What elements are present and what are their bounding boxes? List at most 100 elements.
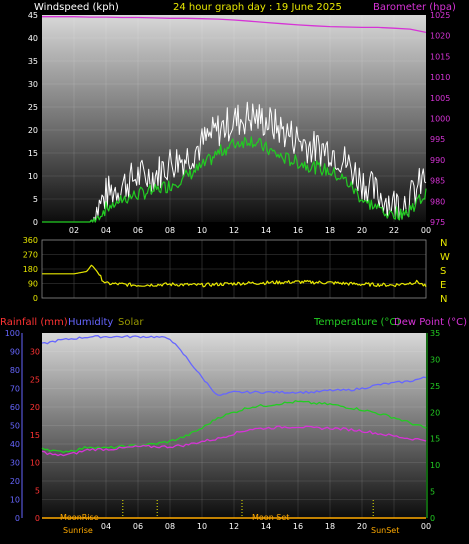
wind-y-tick-label: 15 <box>28 149 38 158</box>
temperature-series-line <box>41 400 427 454</box>
compass-label: N <box>440 238 447 249</box>
temperature-x-tick-label: 00 <box>421 522 431 531</box>
wind-x-tick-label: 22 <box>389 226 399 235</box>
wind-x-tick-label: 02 <box>69 226 79 235</box>
temperature-axis-label: Temperature (°C) <box>313 317 400 328</box>
temperature-x-tick-label: 08 <box>165 522 175 531</box>
rain-y-tick-label: 20 <box>30 403 40 412</box>
humidity-y-tick-label: 30 <box>10 459 20 468</box>
gust-series-line <box>42 101 427 223</box>
temperature-x-tick-label: 20 <box>357 522 367 531</box>
humidity-y-tick-label: 50 <box>10 422 20 431</box>
temperature-y-tick-label: 25 <box>430 382 440 391</box>
rain-y-tick-label: 25 <box>30 375 40 384</box>
temperature-panel-background <box>42 333 426 518</box>
rain-y-tick-label: 10 <box>30 459 40 468</box>
rain-y-tick-label: 5 <box>35 486 40 495</box>
wind-x-tick-label: 12 <box>229 226 239 235</box>
wind-x-tick-label: 16 <box>293 226 303 235</box>
direction-y-tick-label: 0 <box>33 294 38 303</box>
humidity-y-tick-label: 70 <box>10 385 20 394</box>
barometer-y-tick-label: 1010 <box>430 73 450 82</box>
wind-x-tick-label: 04 <box>101 226 111 235</box>
moonset-label: Moon Set <box>252 513 289 522</box>
wind-y-tick-label: 40 <box>28 34 38 43</box>
wind-y-tick-label: 30 <box>28 80 38 89</box>
temperature-y-tick-label: 5 <box>430 488 435 497</box>
barometer-y-tick-label: 1025 <box>430 11 450 20</box>
temperature-x-tick-label: 18 <box>325 522 335 531</box>
temperature-y-tick-label: 15 <box>430 435 440 444</box>
wind-x-tick-label: 10 <box>197 226 207 235</box>
direction-series-line <box>42 264 427 288</box>
compass-label: S <box>440 266 446 277</box>
wind-series-line <box>42 136 427 223</box>
barometer-y-tick-label: 1005 <box>430 94 450 103</box>
barometer-y-tick-label: 1020 <box>430 32 450 41</box>
humidity-y-tick-label: 100 <box>5 329 20 338</box>
barometer-y-tick-label: 975 <box>430 218 445 227</box>
wind-y-tick-label: 35 <box>28 57 38 66</box>
rain-y-tick-label: 30 <box>30 348 40 357</box>
compass-label: N <box>440 294 447 305</box>
rain-y-tick-label: 0 <box>35 514 40 523</box>
barometer-y-tick-label: 995 <box>430 135 445 144</box>
wind-x-tick-label: 08 <box>165 226 175 235</box>
direction-y-tick-label: 180 <box>23 265 38 274</box>
solar-legend-label: Solar <box>118 317 144 328</box>
humidity-legend-label: Humidity <box>68 317 113 328</box>
temperature-y-tick-label: 20 <box>430 408 440 417</box>
windspeed-axis-label: Windspeed (kph) <box>34 2 119 13</box>
barometer-y-tick-label: 1000 <box>430 115 450 124</box>
moonrise-label: MoonRise <box>60 513 99 522</box>
temperature-x-tick-label: 12 <box>229 522 239 531</box>
direction-y-tick-label: 90 <box>28 280 38 289</box>
rain-y-tick-label: 15 <box>30 431 40 440</box>
dewpoint-axis-label: Dew Point (°C) <box>394 317 467 328</box>
wind-y-tick-label: 20 <box>28 126 38 135</box>
humidity-y-tick-label: 0 <box>15 514 20 523</box>
wind-x-tick-label: 00 <box>421 226 431 235</box>
temperature-y-tick-label: 35 <box>430 329 440 338</box>
wind-y-tick-label: 0 <box>33 218 38 227</box>
barometer-series-line <box>42 16 427 34</box>
wind-x-tick-label: 20 <box>357 226 367 235</box>
humidity-y-tick-label: 60 <box>10 403 20 412</box>
barometer-y-tick-label: 1015 <box>430 52 450 61</box>
humidity-y-tick-label: 10 <box>10 496 20 505</box>
humidity-y-tick-label: 40 <box>10 440 20 449</box>
compass-label: E <box>440 280 446 291</box>
direction-y-tick-label: 270 <box>23 251 38 260</box>
barometer-y-tick-label: 980 <box>430 197 445 206</box>
dewpoint-series-line <box>41 425 427 457</box>
humidity-y-tick-label: 80 <box>10 366 20 375</box>
temperature-x-tick-label: 16 <box>293 522 303 531</box>
temperature-x-tick-label: 14 <box>261 522 271 531</box>
wind-y-tick-label: 10 <box>28 172 38 181</box>
compass-label: W <box>440 252 450 263</box>
temperature-x-tick-label: 04 <box>101 522 111 531</box>
humidity-y-tick-label: 20 <box>10 477 20 486</box>
wind-y-tick-label: 45 <box>28 11 38 20</box>
temperature-y-tick-label: 10 <box>430 461 440 470</box>
sunrise-label: Sunrise <box>63 526 93 535</box>
rainfall-axis-label: Rainfall (mm) <box>0 317 68 328</box>
wind-y-tick-label: 5 <box>33 195 38 204</box>
direction-y-tick-label: 360 <box>23 236 38 245</box>
sunset-label: SunSet <box>371 526 399 535</box>
wind-x-tick-label: 06 <box>133 226 143 235</box>
humidity-series-line <box>41 335 427 396</box>
wind-x-tick-label: 14 <box>261 226 271 235</box>
humidity-y-tick-label: 90 <box>10 348 20 357</box>
temperature-y-tick-label: 30 <box>430 355 440 364</box>
barometer-y-tick-label: 990 <box>430 156 445 165</box>
temperature-x-tick-label: 10 <box>197 522 207 531</box>
barometer-y-tick-label: 985 <box>430 177 445 186</box>
temperature-x-tick-label: 06 <box>133 522 143 531</box>
chart-title: 24 hour graph day : 19 June 2025 <box>173 2 342 13</box>
temperature-y-tick-label: 0 <box>430 514 435 523</box>
barometer-axis-label: Barometer (hpa) <box>373 2 456 13</box>
wind-x-tick-label: 18 <box>325 226 335 235</box>
